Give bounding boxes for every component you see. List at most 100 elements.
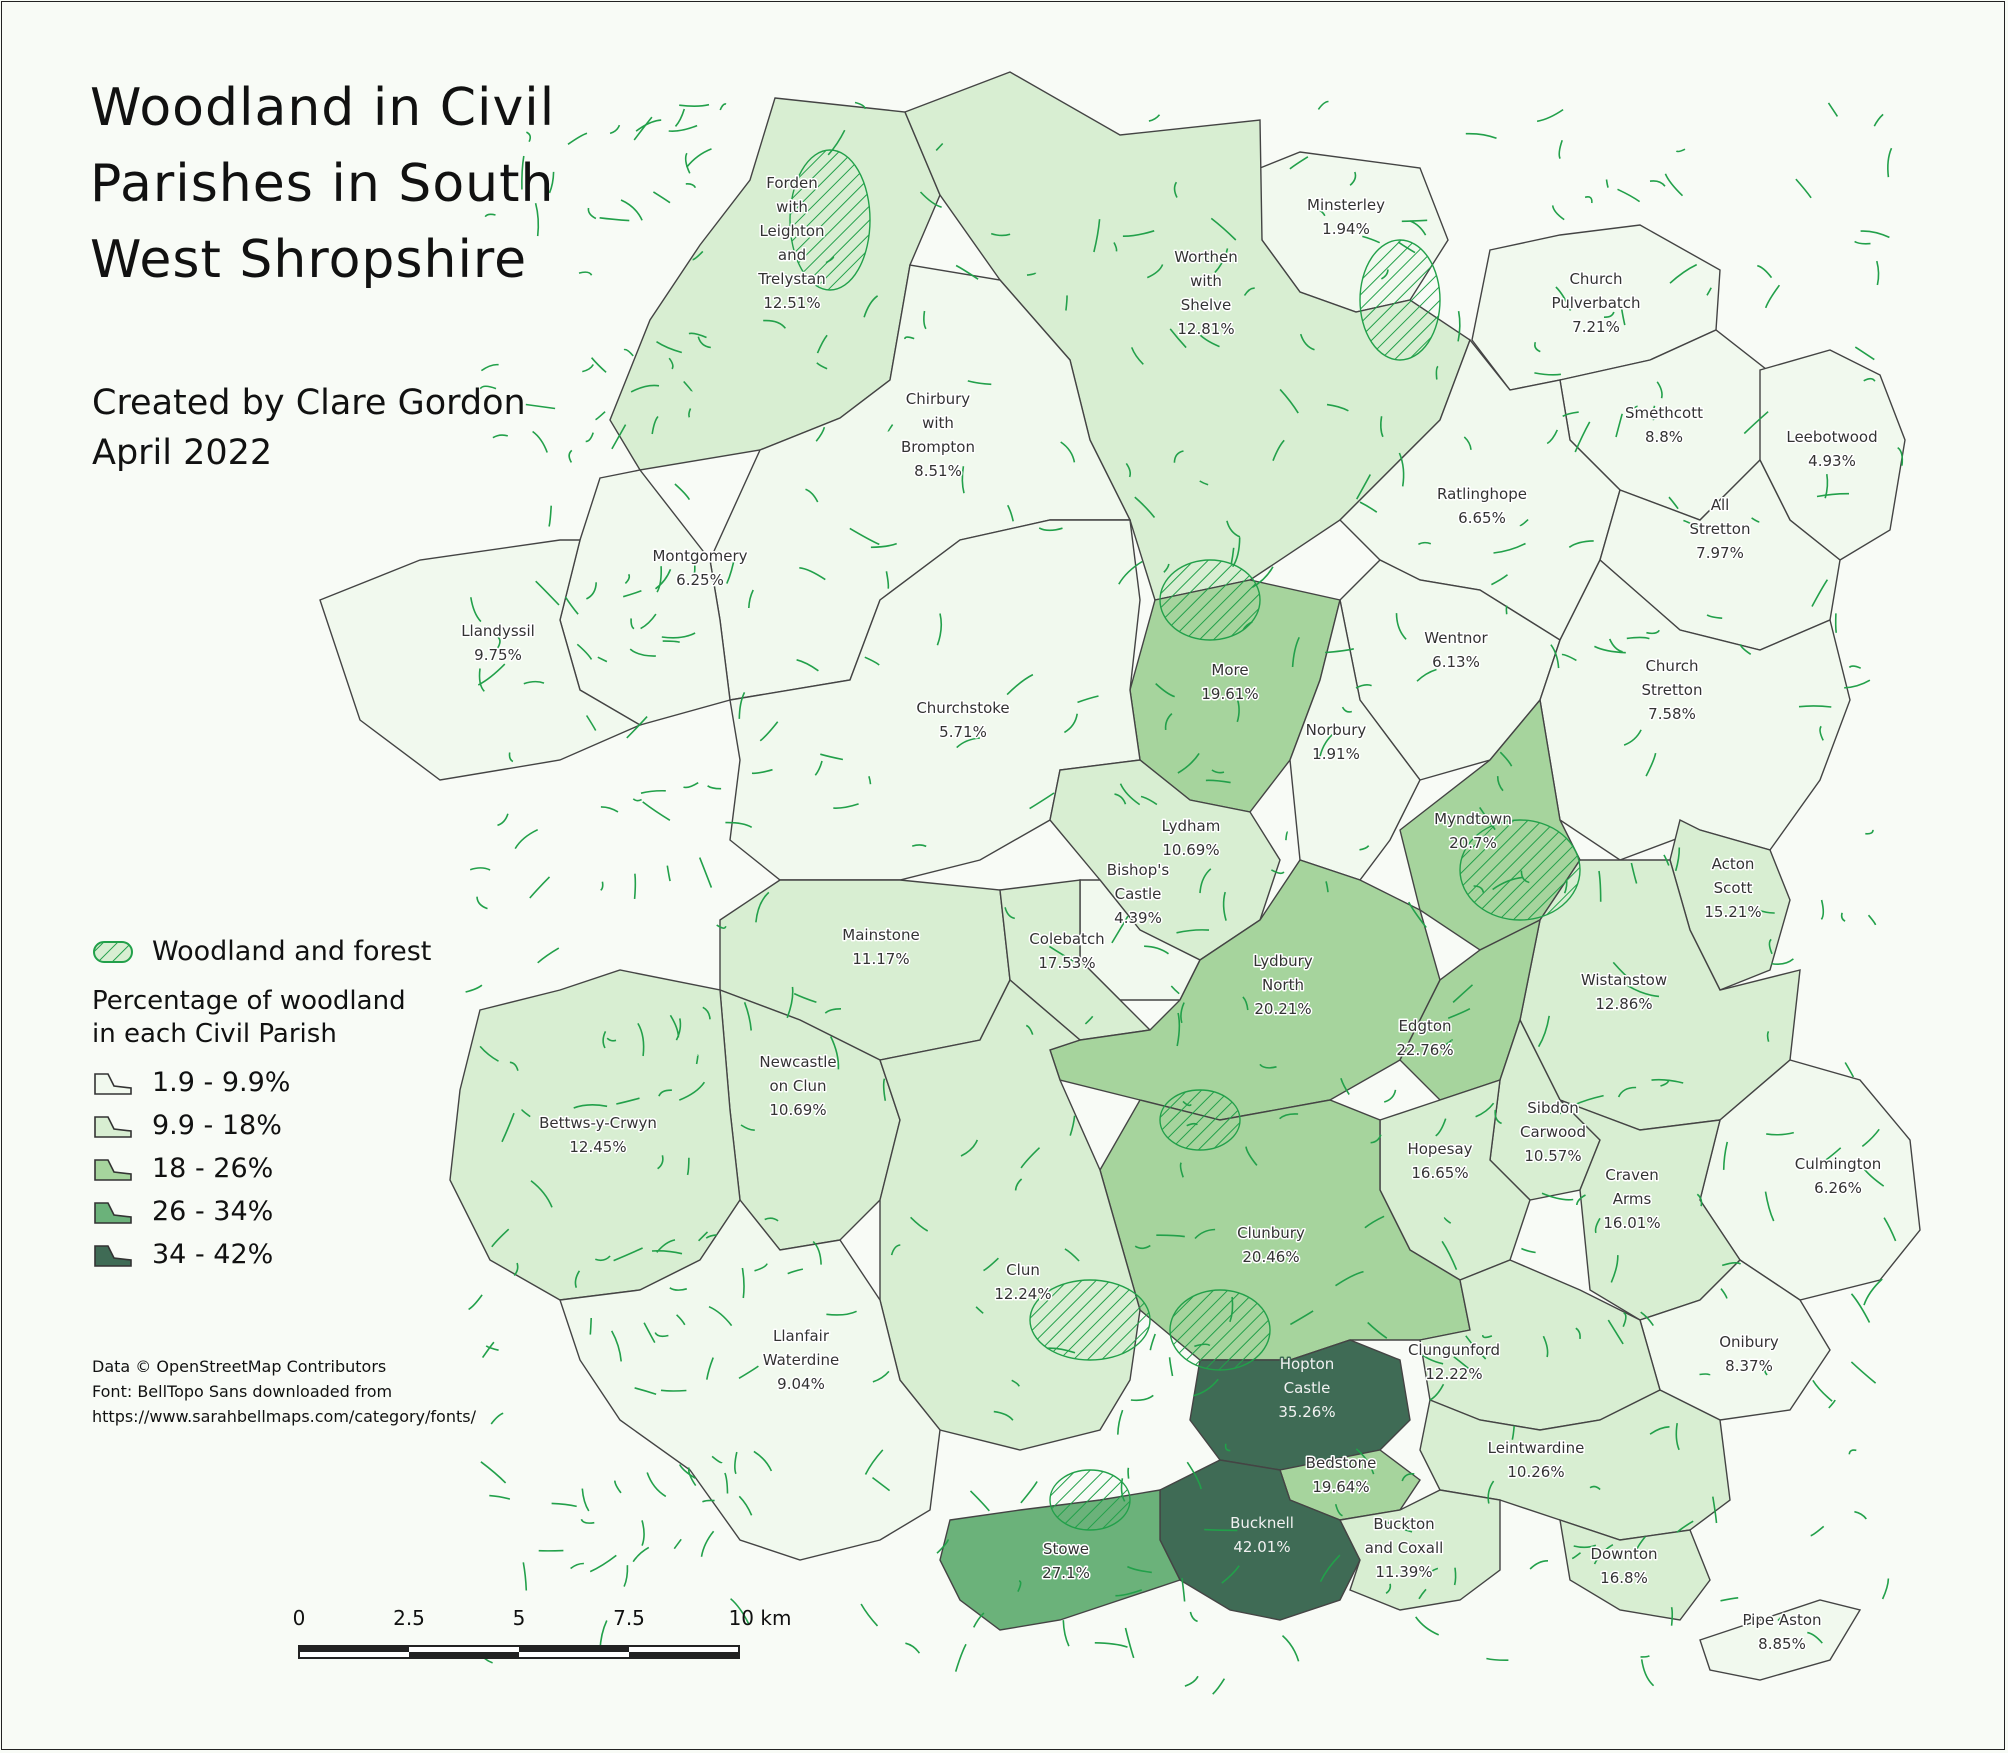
woodland-strip [1465,1335,1487,1360]
woodland-strip [492,434,509,439]
woodland-strip [1854,240,1871,245]
woodland-strip [1127,1565,1152,1574]
woodland-strip [726,553,737,584]
woodland-strip [1812,1379,1833,1402]
parish-label-worthen: Worthen with Shelve 12.81% [1174,248,1237,338]
woodland-strip [1179,1162,1184,1178]
woodland-strip [661,632,696,639]
woodland-strip [1452,984,1474,1003]
woodland-strip [1594,1217,1601,1234]
woodland-strip [602,1031,607,1049]
woodland-strip [1014,1178,1023,1191]
woodland-strip [755,891,770,923]
woodland-strip [1289,156,1309,170]
woodland-strip [1494,1109,1502,1125]
woodland-strip [1493,542,1526,554]
woodland-strip [923,310,927,330]
parish-label-lydburynorth: Lydbury North 20.21% [1253,952,1313,1018]
woodland-strip [1181,1577,1186,1602]
woodland-strip [1435,365,1439,380]
woodland-strip [1603,311,1615,319]
source-line: Data © OpenStreetMap Contributors [92,1357,387,1376]
woodland-strip [1382,1518,1413,1533]
woodland-strip [1810,1525,1825,1537]
woodland-strip [1221,1565,1240,1584]
woodland-strip [551,1502,577,1508]
legend-heading: Percentage of woodland in each Civil Par… [92,985,431,1051]
woodland-strip [1482,1335,1493,1339]
woodland-strip [1764,1191,1775,1222]
parish-label-forden: Forden with Leighton and Trelystan 12.51% [757,174,825,312]
woodland-strip [609,124,621,135]
parish-label-wentnor: Wentnor 6.13% [1424,629,1488,671]
woodland-strip [936,613,943,646]
woodland-strip [673,1538,682,1550]
woodland-strip [864,656,880,666]
title-line: West Shropshire [90,230,528,290]
legend-class-2: 9.9 - 18% [92,1104,431,1147]
woodland-strip [793,992,817,1004]
woodland-strip [1064,1248,1080,1262]
woodland-strip [1669,263,1698,284]
woodland-strip [496,636,501,650]
woodland-strip [1706,287,1712,296]
woodland-strip [1205,779,1231,784]
woodland-strip [674,108,686,127]
parish-label-craven: Craven Arms 16.01% [1603,1166,1660,1232]
woodland-strip [734,1451,738,1475]
woodland-strip [1496,776,1504,792]
woodland-strip [1281,1635,1300,1662]
woodland-strip [1844,1062,1855,1078]
woodland-strip [805,488,819,503]
woodland-strip [1863,1278,1883,1306]
woodland-strip [1475,1102,1495,1118]
woodland-strip [1720,1597,1739,1602]
title-line: Parishes in South [90,154,555,214]
woodland-strip [508,752,514,763]
woodland-strip [675,1018,682,1041]
woodland-strip [1598,870,1602,902]
woodland-strip [684,152,691,174]
woodland-strip [1754,908,1775,914]
woodland-strip [911,844,927,848]
scale-bar-segment [409,1652,519,1658]
woodland-strip [1848,1449,1857,1455]
woodland-strip [990,232,1011,237]
woodland-strip [1486,1657,1509,1662]
woodland-strip [753,1450,773,1472]
woodland-strip [606,1037,617,1042]
woodland-strip [470,597,482,623]
woodland-strip [564,596,579,615]
woodland-strip [1865,829,1874,835]
scale-bar: 0 2.5 5 7.5 10 km [293,1606,791,1659]
woodland-strip [622,590,642,598]
woodland-strip [525,403,556,410]
woodland-strip [1519,519,1529,527]
credit-line: April 2022 [92,433,273,473]
woodland-strip [688,408,692,418]
legend-heading-line: in each Civil Parish [92,1019,337,1049]
woodland-strip [1720,1288,1728,1299]
woodland-strip [1441,1240,1458,1271]
woodland-strip [686,1157,690,1176]
woodland-strip [534,202,540,237]
woodland-strip [1574,421,1591,453]
woodland-strip [1184,1675,1199,1687]
woodland-strip [1127,1467,1130,1479]
woodland-strip [1418,541,1432,546]
woodland-strip [1204,1528,1238,1532]
woodland-strip [537,947,560,964]
woodland-strip [581,1488,590,1512]
woodland-strip [1712,1496,1718,1524]
woodland-strip [1807,1631,1823,1644]
woodland-strip [600,881,604,891]
woodland-strip [662,640,680,644]
woodland-strip [586,582,597,600]
woodland-strip [1887,147,1893,178]
woodland-strip [1645,752,1657,777]
woodland-strip [1584,196,1593,204]
woodland-strip [1242,996,1249,1011]
woodland-strip [1627,985,1660,998]
woodland-strip [764,1217,779,1222]
